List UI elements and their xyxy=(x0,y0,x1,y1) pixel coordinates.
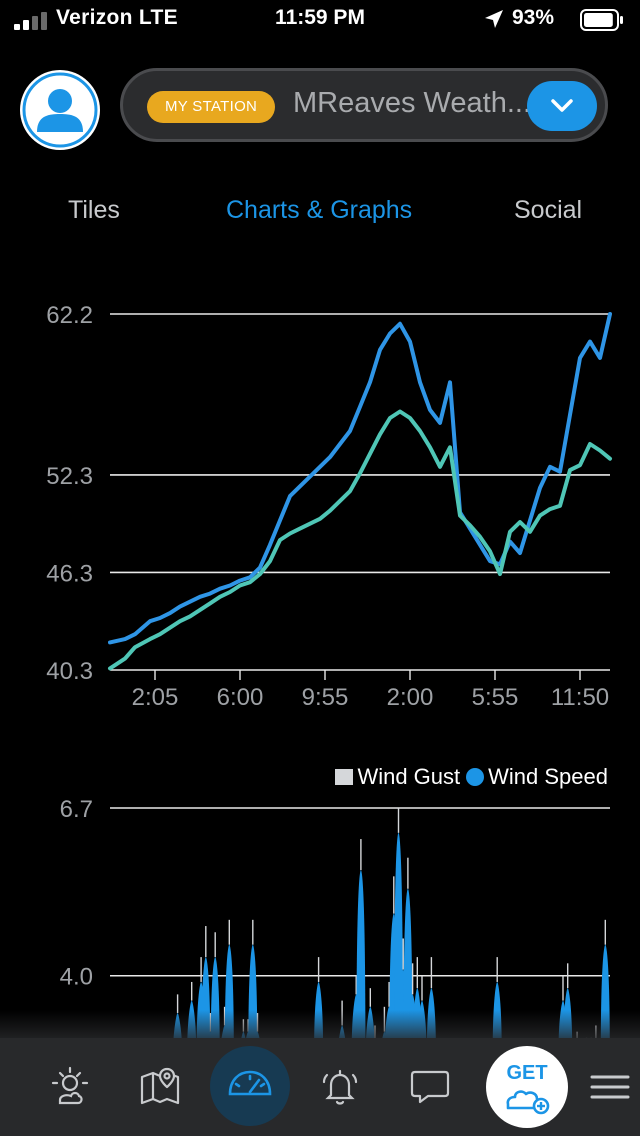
cloud-plus-icon xyxy=(506,1090,550,1115)
user-icon xyxy=(22,72,98,148)
nav-menu[interactable] xyxy=(570,1038,640,1136)
x-tick-label: 2:00 xyxy=(387,684,434,711)
bell-icon xyxy=(322,1069,358,1105)
hamburger-menu-icon xyxy=(590,1075,630,1099)
line-chart: 62.2 52.3 46.3 40.3 2:05 6:00 9:55 2:00 5:55 11:5… xyxy=(46,302,612,711)
weather-sun-cloud-icon xyxy=(51,1066,89,1105)
x-tick-label: 6:00 xyxy=(217,684,264,711)
station-dropdown-button[interactable] xyxy=(527,81,597,131)
y-tick-label: 40.3 xyxy=(46,658,93,685)
profile-avatar-button[interactable] xyxy=(20,70,100,150)
tab-social[interactable]: Social xyxy=(514,196,583,224)
tab-charts-graphs[interactable]: Charts & Graphs xyxy=(226,196,413,224)
y-tick-label: 62.2 xyxy=(46,302,93,329)
get-label: GET xyxy=(506,1062,548,1084)
wind-bar-chart: 6.7 4.0 xyxy=(60,796,610,1050)
nav-forecast[interactable] xyxy=(30,1038,110,1136)
my-station-badge: MY STATION xyxy=(147,91,276,123)
location-arrow-icon xyxy=(485,10,503,28)
nav-map[interactable] xyxy=(120,1038,200,1136)
nav-alerts[interactable] xyxy=(300,1038,380,1136)
series-line-teal xyxy=(108,409,612,671)
gauge-icon xyxy=(228,1070,272,1096)
nav-messages[interactable] xyxy=(390,1038,470,1136)
chevron-down-icon xyxy=(551,99,573,112)
y-tick-label: 46.3 xyxy=(46,560,93,587)
map-pin-icon xyxy=(140,1067,180,1105)
y-tick-label: 6.7 xyxy=(60,796,93,823)
station-selector[interactable]: MY STATION MReaves Weath... xyxy=(120,68,608,142)
clock: 11:59 PM xyxy=(275,6,365,29)
get-station-button[interactable]: GET xyxy=(486,1046,568,1128)
carrier-label: Verizon LTE xyxy=(56,6,178,29)
chart-legend: Wind Gust Wind Speed xyxy=(335,764,608,790)
legend-gust-label: Wind Gust xyxy=(357,764,461,789)
y-tick-label: 4.0 xyxy=(60,964,93,991)
x-tick-label: 2:05 xyxy=(132,684,179,711)
nav-dashboard[interactable] xyxy=(210,1046,290,1126)
legend-gust-swatch xyxy=(335,769,354,785)
tab-tiles[interactable]: Tiles xyxy=(68,196,120,224)
signal-strength-icon xyxy=(14,12,47,30)
station-name: MReaves Weath... xyxy=(293,87,532,119)
status-bar: Verizon LTE 11:59 PM 93% xyxy=(0,0,640,40)
chat-bubble-icon xyxy=(410,1070,450,1104)
x-tick-label: 11:50 xyxy=(551,684,609,711)
battery-icon xyxy=(580,9,623,31)
x-tick-label: 9:55 xyxy=(302,684,349,711)
y-tick-label: 52.3 xyxy=(46,463,93,490)
x-tick-label: 5:55 xyxy=(472,684,519,711)
legend-speed-swatch xyxy=(466,768,485,786)
series-line-blue xyxy=(108,312,612,645)
nav-fade xyxy=(0,1010,640,1040)
battery-percent: 93% xyxy=(512,6,555,29)
legend-speed-label: Wind Speed xyxy=(488,764,608,789)
wind-speed-bar xyxy=(356,870,366,1050)
